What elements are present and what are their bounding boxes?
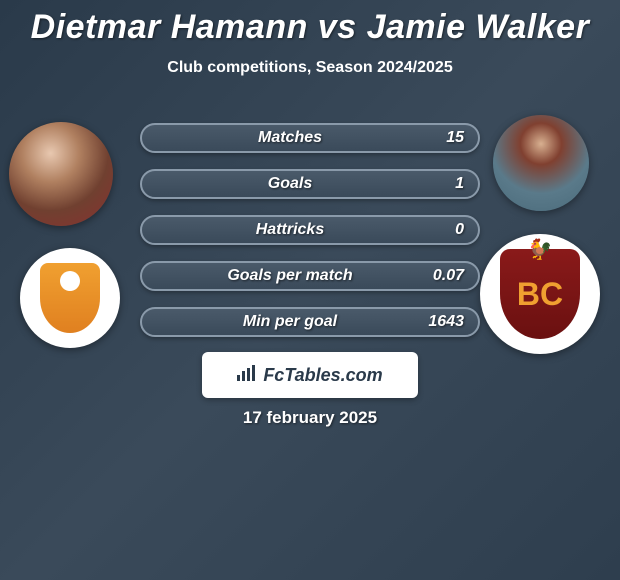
stat-value: 15 xyxy=(424,129,464,147)
stat-label: Goals per match xyxy=(156,267,424,285)
stat-label: Min per goal xyxy=(156,313,424,331)
comparison-title: Dietmar Hamann vs Jamie Walker xyxy=(0,0,620,47)
team-right-initials: BC xyxy=(517,276,563,313)
branding-badge: FcTables.com xyxy=(202,352,418,398)
stat-row: Matches 15 xyxy=(140,123,480,153)
stat-row: Goals 1 xyxy=(140,169,480,199)
stat-row: Min per goal 1643 xyxy=(140,307,480,337)
stat-label: Hattricks xyxy=(156,221,424,239)
stat-label: Goals xyxy=(156,175,424,193)
player-photo-right xyxy=(493,115,589,211)
stat-value: 0 xyxy=(424,221,464,239)
team-logo-left xyxy=(20,248,120,348)
comparison-subtitle: Club competitions, Season 2024/2025 xyxy=(0,59,620,77)
player-photo-left xyxy=(9,122,113,226)
team-shield-right-icon: 🐓 BC xyxy=(500,249,580,339)
stat-value: 0.07 xyxy=(424,267,464,285)
stat-value: 1 xyxy=(424,175,464,193)
stat-row: Goals per match 0.07 xyxy=(140,261,480,291)
stat-row: Hattricks 0 xyxy=(140,215,480,245)
rooster-icon: 🐓 xyxy=(528,237,553,262)
stat-label: Matches xyxy=(156,129,424,147)
branding-text: FcTables.com xyxy=(263,365,382,386)
team-logo-right: 🐓 BC xyxy=(480,234,600,354)
stats-container: Matches 15 Goals 1 Hattricks 0 Goals per… xyxy=(140,123,480,353)
chart-icon xyxy=(237,365,257,386)
team-shield-left-icon xyxy=(40,263,100,333)
comparison-date: 17 february 2025 xyxy=(0,408,620,428)
stat-value: 1643 xyxy=(424,313,464,331)
